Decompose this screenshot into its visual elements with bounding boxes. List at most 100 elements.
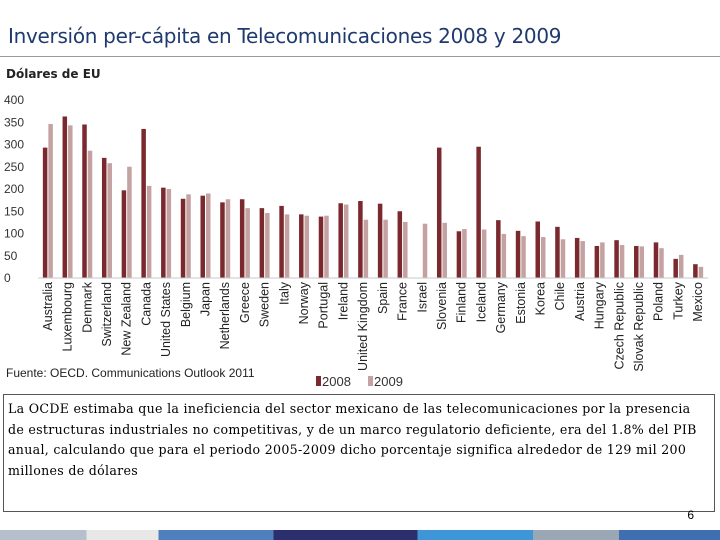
x-tick-label: Germany: [494, 281, 508, 333]
bar-2009: [639, 246, 645, 278]
bar-2009: [619, 245, 625, 278]
bar-2008: [299, 214, 304, 278]
y-tick-label: 350: [4, 115, 24, 129]
x-tick-label: Italy: [277, 281, 291, 305]
y-tick-label: 250: [4, 160, 24, 174]
bar-2008: [436, 147, 442, 278]
bar-2009: [678, 254, 684, 278]
bar-2008: [673, 258, 678, 278]
x-tick-label: Switzerland: [100, 282, 114, 347]
bar-2009: [363, 219, 369, 278]
x-tick-label: Poland: [652, 282, 666, 321]
x-tick-label: Portugal: [317, 282, 331, 329]
bar-2009: [265, 213, 270, 278]
y-tick-label: 150: [4, 204, 24, 218]
bar-2008: [318, 216, 324, 278]
x-tick-label: New Zealand: [120, 282, 134, 356]
page-number: 6: [687, 508, 694, 522]
source-note: Fuente: OECD. Communications Outlook 201…: [6, 366, 255, 380]
x-tick-label: Australia: [41, 282, 55, 331]
x-tick-label: Slovenia: [435, 282, 449, 330]
bar-2008: [239, 199, 245, 278]
bar-2008: [82, 124, 87, 278]
x-tick-label: United States: [159, 282, 173, 357]
bar-2008: [279, 205, 284, 278]
bar-2008: [101, 157, 107, 278]
x-tick-label: Finland: [455, 282, 469, 323]
y-tick-label: 300: [4, 138, 24, 152]
title-divider: [0, 56, 720, 57]
bar-2008: [693, 264, 698, 278]
bar-2008: [634, 245, 639, 278]
bar-2009: [462, 229, 467, 278]
bar-2009: [659, 248, 664, 278]
bar-2009: [284, 214, 290, 278]
bar-2009: [501, 233, 507, 278]
bar-2009: [560, 239, 566, 278]
bar-2009: [383, 219, 388, 278]
x-tick-label: Austria: [573, 282, 587, 321]
bar-2008: [200, 195, 205, 278]
bar-2009: [541, 237, 546, 278]
bar-2008: [555, 226, 560, 278]
bar-2009: [698, 266, 704, 278]
bar-2008: [338, 203, 343, 278]
bar-2009: [442, 222, 447, 278]
bar-2008: [476, 146, 481, 278]
x-tick-label: Israel: [415, 282, 429, 313]
bar-2008: [42, 147, 48, 278]
bar-2009: [343, 204, 349, 278]
x-tick-label: Norway: [297, 281, 311, 324]
bar-2008: [377, 203, 383, 278]
y-tick-label: 0: [4, 271, 11, 285]
bar-chart: 0 50 100 150 200 250 300 350 400 Australia Luxemb…: [4, 93, 708, 389]
bar-2008: [259, 208, 265, 278]
x-tick-label: Mexico: [691, 282, 705, 322]
bar-2009: [225, 199, 231, 278]
footer-color-bar: [0, 530, 720, 540]
bar-2008: [161, 187, 166, 278]
y-tick-label: 50: [4, 249, 18, 263]
bar-2008: [594, 245, 600, 278]
bar-2009: [324, 215, 329, 278]
bar-2009: [422, 223, 428, 278]
x-tick-label: France: [396, 282, 410, 321]
bar-2009: [206, 193, 211, 278]
bar-2008: [515, 230, 521, 278]
x-tick-label: Netherlands: [218, 282, 232, 349]
bar-2008: [653, 242, 659, 278]
bar-2008: [358, 201, 363, 278]
bar-2008: [220, 202, 225, 278]
y-tick-label: 200: [4, 182, 24, 196]
bar-2009: [68, 125, 73, 279]
y-axis-unit-label: Dólares de EU: [6, 67, 101, 81]
y-axis-ticks: 0 50 100 150 200 250 300 350 400: [4, 93, 24, 285]
x-tick-label: Greece: [238, 282, 252, 323]
bar-2008: [121, 190, 127, 278]
x-tick-label: Spain: [376, 282, 390, 314]
x-tick-label: Czech Republic: [612, 282, 626, 370]
x-tick-label: Chile: [553, 282, 567, 311]
bar-2008: [496, 220, 501, 278]
bar-2009: [87, 150, 93, 278]
bar-2008: [456, 231, 462, 278]
x-tick-label: Sweden: [258, 282, 272, 327]
bar-2009: [186, 194, 191, 278]
x-tick-label: Luxembourg: [61, 282, 75, 352]
page-title: Inversión per-cápita en Telecomunicacion…: [8, 24, 562, 48]
bar-2009: [146, 185, 152, 278]
bar-2009: [580, 241, 585, 278]
x-axis-labels: Australia Luxembourg Denmark Switzerland New…: [41, 281, 705, 371]
bar-2008: [180, 198, 186, 278]
bar-2008: [397, 211, 403, 278]
legend-label-2008: 2008: [322, 374, 351, 389]
explanation-box: La OCDE estimaba que la ineficiencia del…: [3, 394, 715, 512]
bar-2009: [245, 208, 250, 278]
x-tick-label: Denmark: [80, 281, 94, 332]
y-tick-label: 400: [4, 93, 24, 107]
legend-swatch-2008: [316, 376, 321, 386]
bar-2008: [141, 128, 146, 278]
bar-2009: [481, 229, 487, 278]
x-tick-label: Canada: [139, 282, 153, 326]
bar-2009: [304, 215, 310, 278]
